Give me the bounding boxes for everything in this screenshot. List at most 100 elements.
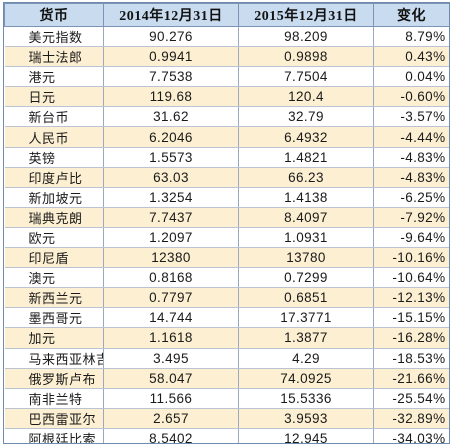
table-row: 日元 119.68 120.4 -0.60% — [4, 86, 449, 108]
change-cell: 0.04% — [373, 66, 449, 88]
rate-2015-cell: 4.29 — [238, 348, 374, 369]
rate-2015-cell: 1.0931 — [238, 227, 374, 249]
currency-cell: 瑞士法郎 — [4, 46, 104, 68]
currency-cell: 俄罗斯卢布 — [4, 368, 104, 389]
currency-cell: 美元指数 — [4, 26, 104, 48]
table-row: 印度卢比 63.03 66.23 -4.83% — [4, 167, 449, 188]
change-cell: -34.03% — [373, 428, 449, 443]
table-row: 印尼盾 12380 13780 -10.16% — [4, 247, 449, 269]
rate-2014-cell: 7.7538 — [103, 66, 239, 88]
change-cell: -25.54% — [373, 388, 449, 409]
currency-cell: 港元 — [4, 66, 104, 88]
rate-2014-cell: 11.566 — [103, 388, 239, 409]
rate-2014-cell: 12380 — [103, 247, 239, 269]
header-2014: 2014年12月31日 — [103, 3, 239, 27]
change-cell: -6.25% — [373, 187, 449, 208]
rate-2014-cell: 3.495 — [103, 348, 239, 369]
table-row: 瑞士法郎 0.9941 0.9898 0.43% — [4, 46, 449, 68]
rate-2014-cell: 6.2046 — [103, 126, 239, 148]
rate-2015-cell: 0.9898 — [238, 46, 374, 68]
currency-change-table: 货币 2014年12月31日 2015年12月31日 变化 美元指数 90.276… — [4, 3, 449, 443]
currency-cell: 南非兰特 — [4, 388, 104, 409]
rate-2015-cell: 15.5336 — [238, 388, 374, 409]
table-row: 港元 7.7538 7.7504 0.04% — [4, 66, 449, 88]
table-row: 南非兰特 11.566 15.5336 -25.54% — [4, 388, 449, 409]
change-cell: -9.64% — [373, 227, 449, 249]
table-header-row: 货币 2014年12月31日 2015年12月31日 变化 — [4, 3, 449, 27]
table-row: 新西兰元 0.7797 0.6851 -12.13% — [4, 287, 449, 309]
table-row: 新加坡元 1.3254 1.4138 -6.25% — [4, 187, 449, 208]
currency-cell: 阿根廷比索 — [4, 428, 104, 443]
table-row: 欧元 1.2097 1.0931 -9.64% — [4, 227, 449, 249]
table-row: 俄罗斯卢布 58.047 74.0925 -21.66% — [4, 368, 449, 389]
rate-2015-cell: 1.4821 — [238, 147, 374, 168]
rate-2014-cell: 58.047 — [103, 368, 239, 389]
change-cell: -7.92% — [373, 207, 449, 228]
currency-cell: 新西兰元 — [4, 287, 104, 309]
change-cell: -4.44% — [373, 126, 449, 148]
rate-2015-cell: 17.3771 — [238, 307, 374, 329]
rate-2015-cell: 120.4 — [238, 86, 374, 108]
table-row: 人民币 6.2046 6.4932 -4.44% — [4, 126, 449, 148]
table-row: 英镑 1.5573 1.4821 -4.83% — [4, 147, 449, 168]
change-cell: -18.53% — [373, 348, 449, 369]
rate-2015-cell: 1.4138 — [238, 187, 374, 208]
change-cell: -16.28% — [373, 327, 449, 349]
rate-2015-cell: 12.945 — [238, 428, 374, 443]
change-cell: -4.83% — [373, 167, 449, 188]
rate-2015-cell: 0.6851 — [238, 287, 374, 309]
rate-2014-cell: 0.9941 — [103, 46, 239, 68]
currency-cell: 印度卢比 — [4, 167, 104, 188]
rate-2014-cell: 8.5402 — [103, 428, 239, 443]
rate-2014-cell: 31.62 — [103, 106, 239, 128]
change-cell: 0.43% — [373, 46, 449, 68]
currency-cell: 瑞典克朗 — [4, 207, 104, 228]
currency-cell: 印尼盾 — [4, 247, 104, 269]
currency-cell: 英镑 — [4, 147, 104, 168]
table-row: 澳元 0.8168 0.7299 -10.64% — [4, 267, 449, 289]
rate-2015-cell: 66.23 — [238, 167, 374, 188]
rate-2014-cell: 119.68 — [103, 86, 239, 108]
table-row: 瑞典克朗 7.7437 8.4097 -7.92% — [4, 207, 449, 228]
currency-cell: 新加坡元 — [4, 187, 104, 208]
rate-2015-cell: 3.9593 — [238, 408, 374, 429]
currency-cell: 马来西亚林吉特 — [4, 348, 104, 369]
rate-2014-cell: 1.2097 — [103, 227, 239, 249]
rate-2014-cell: 1.1618 — [103, 327, 239, 349]
rate-2015-cell: 13780 — [238, 247, 374, 269]
table-row: 新台币 31.62 32.79 -3.57% — [4, 106, 449, 128]
rate-2015-cell: 74.0925 — [238, 368, 374, 389]
currency-cell: 澳元 — [4, 267, 104, 289]
rate-2015-cell: 0.7299 — [238, 267, 374, 289]
currency-cell: 日元 — [4, 86, 104, 108]
table-row: 阿根廷比索 8.5402 12.945 -34.03% — [4, 428, 449, 443]
rate-2015-cell: 7.7504 — [238, 66, 374, 88]
rate-2015-cell: 1.3877 — [238, 327, 374, 349]
rate-2015-cell: 6.4932 — [238, 126, 374, 148]
header-2015: 2015年12月31日 — [238, 3, 374, 27]
table-row: 美元指数 90.276 98.209 8.79% — [4, 26, 449, 48]
rate-2015-cell: 8.4097 — [238, 207, 374, 228]
rate-2014-cell: 0.8168 — [103, 267, 239, 289]
change-cell: -0.60% — [373, 86, 449, 108]
change-cell: -15.15% — [373, 307, 449, 329]
currency-cell: 墨西哥元 — [4, 307, 104, 329]
currency-cell: 人民币 — [4, 126, 104, 148]
change-cell: -21.66% — [373, 368, 449, 389]
table-body: 美元指数 90.276 98.209 8.79% 瑞士法郎 0.9941 0.9898 0.4… — [4, 26, 449, 443]
change-cell: -12.13% — [373, 287, 449, 309]
currency-cell: 巴西雷亚尔 — [4, 408, 104, 429]
change-cell: 8.79% — [373, 26, 449, 48]
currency-cell: 加元 — [4, 327, 104, 349]
header-currency: 货币 — [4, 3, 104, 27]
rate-2014-cell: 7.7437 — [103, 207, 239, 228]
change-cell: -10.64% — [373, 267, 449, 289]
table-row: 墨西哥元 14.744 17.3771 -15.15% — [4, 307, 449, 329]
rate-2014-cell: 2.657 — [103, 408, 239, 429]
rate-2014-cell: 0.7797 — [103, 287, 239, 309]
rate-2014-cell: 63.03 — [103, 167, 239, 188]
change-cell: -32.89% — [373, 408, 449, 429]
change-cell: -3.57% — [373, 106, 449, 128]
currency-table-frame: 货币 2014年12月31日 2015年12月31日 变化 美元指数 90.276… — [3, 2, 450, 444]
